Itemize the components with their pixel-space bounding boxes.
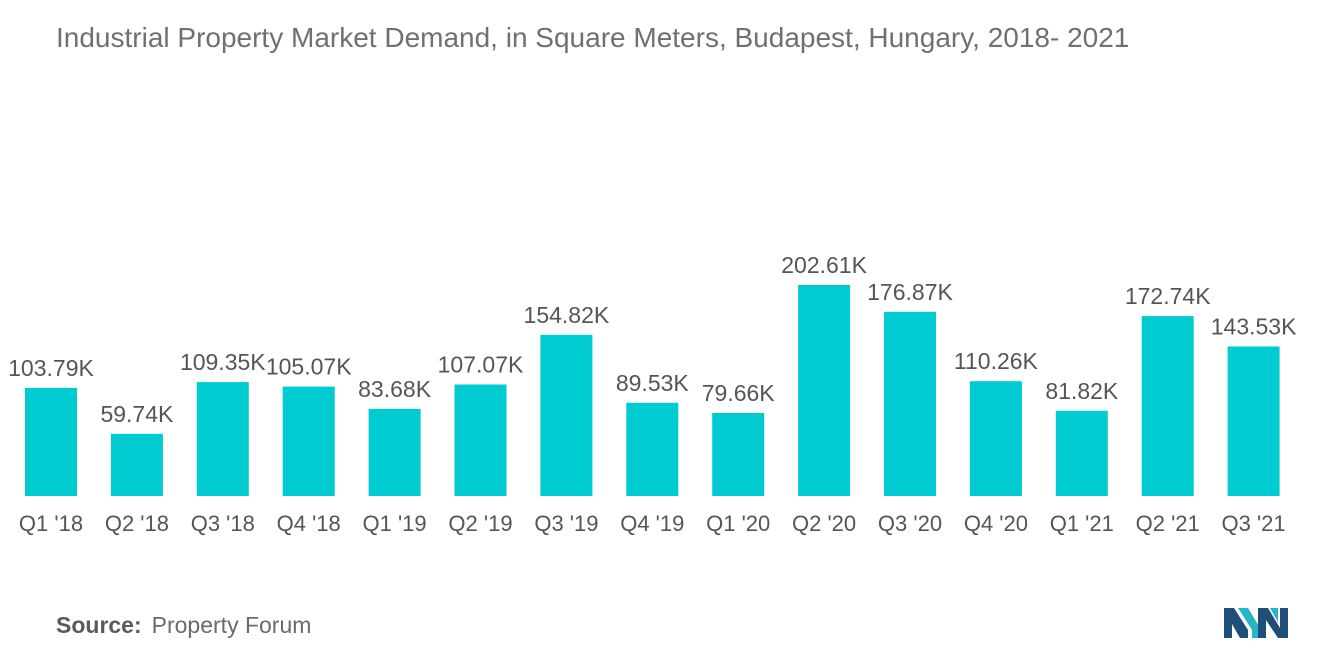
x-tick-label-1: Q2 '18 (105, 511, 169, 536)
data-label-0: 103.79K (8, 355, 94, 381)
bar-5 (454, 384, 507, 496)
x-tick-label-8: Q1 '20 (706, 511, 770, 536)
x-tick-label-6: Q3 '19 (534, 511, 598, 536)
bar-2 (196, 382, 249, 496)
bar-3 (282, 386, 335, 496)
source-line: Source: Property Forum (56, 612, 311, 639)
data-label-1: 59.74K (100, 401, 174, 427)
bar-10 (884, 311, 936, 496)
data-label-4: 83.68K (358, 376, 432, 402)
x-tick-label-14: Q3 '21 (1222, 511, 1286, 536)
bar-1 (110, 433, 163, 496)
x-tick-label-12: Q1 '21 (1050, 511, 1114, 536)
data-label-2: 109.35K (180, 349, 266, 375)
bar-0 (25, 387, 77, 496)
x-tick-label-11: Q4 '20 (964, 511, 1028, 536)
bar-chart: 103.79K Q1 '18 59.74K Q2 '18 109.35K Q3 '18 10… (8, 252, 1297, 536)
bar-9 (798, 285, 851, 496)
data-label-13: 172.74K (1125, 283, 1211, 309)
data-label-5: 107.07K (438, 352, 524, 378)
data-label-14: 143.53K (1211, 314, 1297, 340)
data-label-10: 176.87K (867, 279, 953, 305)
chart-title: Industrial Property Market Demand, in Sq… (56, 22, 1130, 53)
x-tick-label-7: Q4 '19 (620, 511, 684, 536)
source-value: Property Forum (151, 612, 312, 638)
data-label-12: 81.82K (1045, 378, 1119, 404)
bar-12 (1055, 410, 1108, 496)
data-label-8: 79.66K (702, 380, 776, 406)
x-tick-label-4: Q1 '19 (363, 511, 427, 536)
x-tick-label-10: Q3 '20 (878, 511, 942, 536)
source-label: Source: (56, 612, 142, 638)
bar-13 (1141, 316, 1194, 496)
x-tick-label-5: Q2 '19 (448, 511, 512, 536)
x-tick-label-13: Q2 '21 (1136, 511, 1200, 536)
data-label-11: 110.26K (954, 348, 1039, 374)
data-label-9: 202.61K (781, 252, 867, 278)
x-tick-label-2: Q3 '18 (191, 511, 255, 536)
data-label-7: 89.53K (616, 370, 690, 396)
x-tick-label-9: Q2 '20 (792, 511, 856, 536)
bar-8 (712, 413, 765, 496)
bar-11 (969, 381, 1022, 496)
x-tick-label-3: Q4 '18 (277, 511, 341, 536)
bar-4 (368, 408, 421, 496)
bar-6 (540, 334, 593, 496)
bar-7 (626, 402, 679, 496)
data-label-6: 154.82K (524, 302, 610, 328)
x-tick-label-0: Q1 '18 (19, 511, 83, 536)
bar-14 (1227, 346, 1280, 496)
brand-logo-icon (1224, 608, 1288, 638)
data-label-3: 105.07K (266, 354, 352, 380)
